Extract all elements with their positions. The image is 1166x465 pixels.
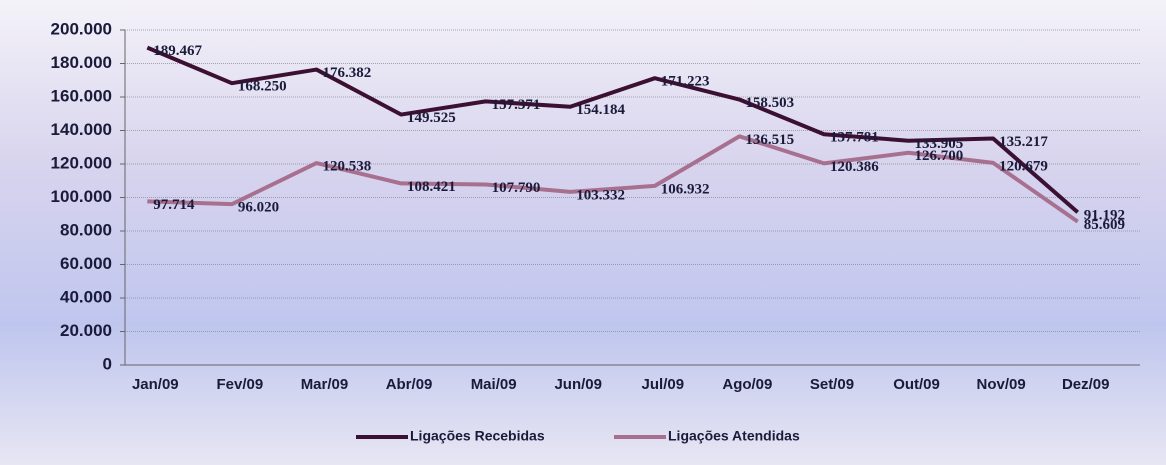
data-label: 96.020	[238, 200, 279, 216]
data-label: 106.932	[661, 181, 710, 197]
x-tick-label: Mai/09	[471, 376, 517, 393]
data-label: 97.714	[153, 197, 195, 213]
x-tick-label: Jan/09	[132, 376, 179, 393]
y-tick-label: 40.000	[60, 287, 112, 306]
data-label: 157.371	[492, 97, 541, 113]
series-line	[147, 134, 1079, 224]
x-tick-label: Dez/09	[1062, 376, 1110, 393]
y-tick-label: 0	[103, 354, 112, 373]
x-tick-label: Jul/09	[642, 376, 685, 393]
y-tick-label: 100.000	[51, 187, 112, 206]
x-tick-label: Set/09	[810, 376, 854, 393]
data-label: 85.609	[1084, 217, 1125, 233]
series-line	[146, 45, 1080, 214]
x-tick-label: Mar/09	[301, 376, 349, 393]
data-label: 126.700	[915, 148, 964, 164]
y-tick-label: 20.000	[60, 321, 112, 340]
data-label: 91.192	[1084, 208, 1125, 224]
y-tick-label: 200.000	[51, 19, 112, 38]
y-tick-label: 180.000	[51, 53, 112, 72]
data-label: 149.525	[407, 110, 456, 126]
data-label: 154.184	[576, 102, 625, 118]
data-label: 168.250	[238, 79, 287, 95]
data-label: 107.790	[492, 180, 541, 196]
data-label: 133.905	[915, 136, 964, 152]
y-tick-label: 120.000	[51, 153, 112, 172]
y-tick-label: 140.000	[51, 120, 112, 139]
x-tick-label: Jun/09	[554, 376, 602, 393]
data-label: 137.781	[830, 130, 879, 146]
data-label: 171.223	[661, 74, 710, 90]
x-tick-label: Ago/09	[722, 376, 772, 393]
legend-label: Ligações Recebidas	[410, 428, 545, 444]
y-tick-label: 60.000	[60, 254, 112, 273]
data-label: 120.538	[322, 159, 371, 175]
data-label: 120.386	[830, 159, 879, 175]
data-label: 136.515	[745, 132, 794, 148]
data-label: 120.679	[999, 158, 1048, 174]
data-label: 176.382	[322, 65, 371, 81]
y-tick-label: 80.000	[60, 220, 112, 239]
data-label: 103.332	[576, 187, 625, 203]
legend-label: Ligações Atendidas	[668, 428, 800, 444]
x-tick-label: Fev/09	[217, 376, 264, 393]
x-tick-label: Nov/09	[977, 376, 1026, 393]
x-tick-label: Out/09	[893, 376, 940, 393]
y-tick-label: 160.000	[51, 86, 112, 105]
x-tick-label: Abr/09	[386, 376, 433, 393]
data-label: 108.421	[407, 179, 456, 195]
data-label: 189.467	[153, 43, 202, 59]
data-label: 158.503	[745, 95, 794, 111]
data-label: 135.217	[999, 134, 1048, 150]
